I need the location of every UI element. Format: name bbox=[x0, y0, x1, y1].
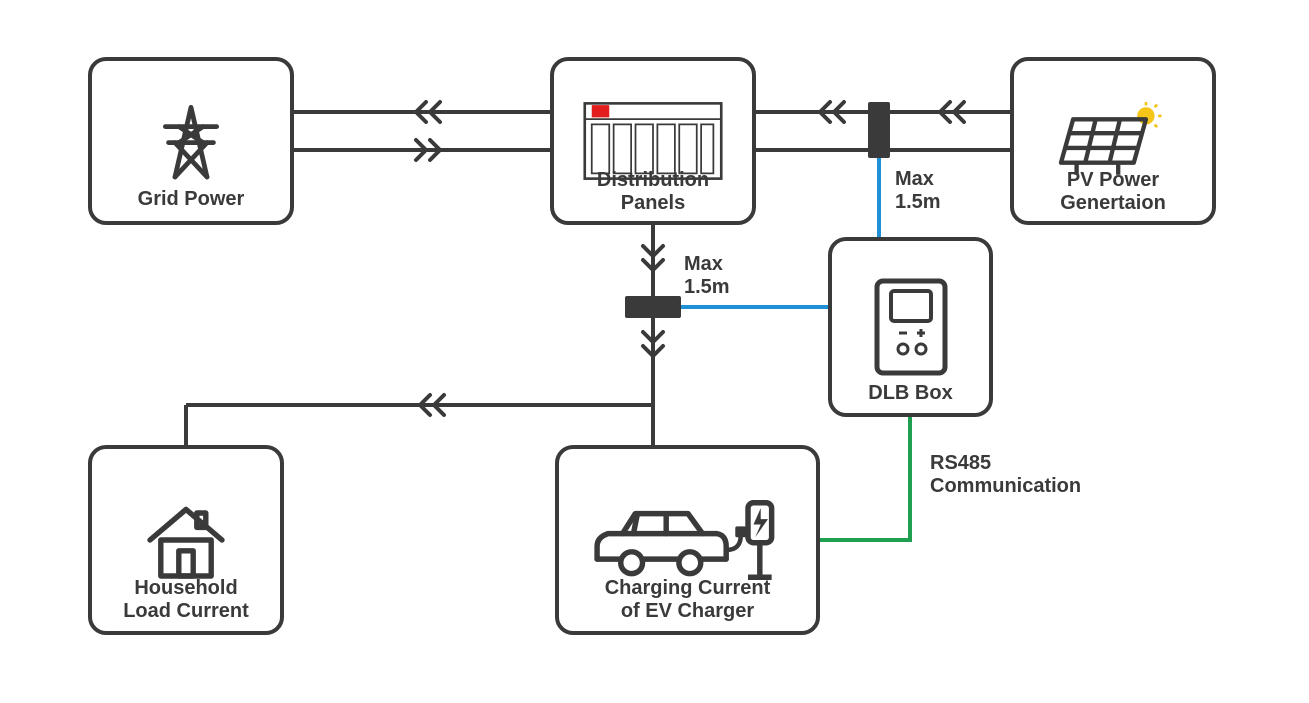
node-label: DLB Box bbox=[832, 382, 989, 405]
house-icon bbox=[141, 495, 231, 585]
node-pv-power: PV PowerGenertaion bbox=[1010, 57, 1216, 225]
ev-charger-icon bbox=[588, 490, 788, 590]
annotation-max-mid: Max1.5m bbox=[684, 253, 730, 299]
transmission-tower-icon bbox=[151, 101, 231, 181]
node-label: PV PowerGenertaion bbox=[1014, 169, 1212, 215]
dlb-box-icon bbox=[871, 277, 951, 377]
node-label: DistributionPanels bbox=[554, 169, 752, 215]
node-label: HouseholdLoad Current bbox=[92, 577, 280, 623]
diagram-canvas: Grid Power DistributionPanels bbox=[0, 0, 1309, 703]
annotation-rs485: RS485Communication bbox=[930, 452, 1081, 498]
node-grid-power: Grid Power bbox=[88, 57, 294, 225]
node-distribution-panels: DistributionPanels bbox=[550, 57, 756, 225]
annotation-max-top: Max1.5m bbox=[895, 168, 941, 214]
node-ev-charger: Charging Currentof EV Charger bbox=[555, 445, 820, 635]
node-label: Grid Power bbox=[92, 188, 290, 211]
node-household-load: HouseholdLoad Current bbox=[88, 445, 284, 635]
node-dlb-box: DLB Box bbox=[828, 237, 993, 417]
node-label: Charging Currentof EV Charger bbox=[559, 577, 816, 623]
